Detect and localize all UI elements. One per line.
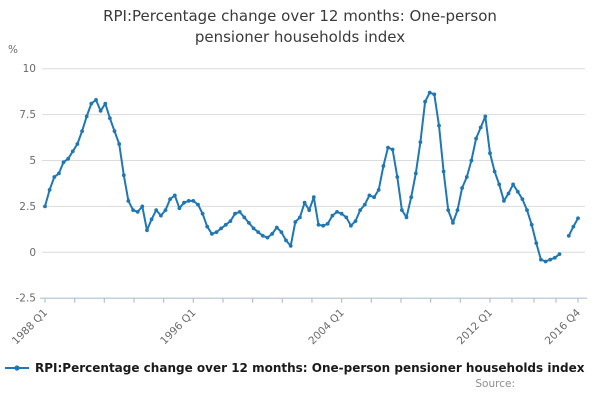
x-tick-label: 1996 Q1 (158, 307, 198, 347)
x-tick-label: 1988 Q1 (10, 307, 50, 347)
legend: RPI:Percentage change over 12 months: On… (4, 361, 600, 375)
y-tick-label: -2.5 (16, 293, 37, 305)
y-axis-unit-label: % (8, 44, 18, 56)
x-tick-label: 2012 Q1 (455, 307, 495, 347)
chart-title: RPI:Percentage change over 12 months: On… (0, 6, 600, 48)
y-tick-label: 0 (29, 247, 36, 259)
data-line (567, 217, 579, 237)
x-tick-label: 2016 Q4 (543, 307, 584, 348)
legend-label: RPI:Percentage change over 12 months: On… (35, 361, 585, 375)
y-tick-label: 7.5 (19, 109, 36, 121)
source-label: Source: (475, 378, 515, 390)
chart-title-line2: pensioner households index (194, 28, 406, 46)
chart-title-line1: RPI:Percentage change over 12 months: On… (103, 7, 497, 25)
y-tick-label: 5 (29, 155, 36, 167)
line-chart: 10 7.5 5 2.5 0 -2.5 1988 Q1 1996 Q1 2004 Q1 2012 … (10, 63, 587, 348)
x-tick-label: 2004 Q1 (306, 307, 346, 347)
data-line (44, 91, 561, 263)
legend-line-marker-icon (5, 365, 29, 371)
y-tick-label: 10 (23, 63, 36, 75)
y-tick-label: 2.5 (19, 201, 36, 213)
